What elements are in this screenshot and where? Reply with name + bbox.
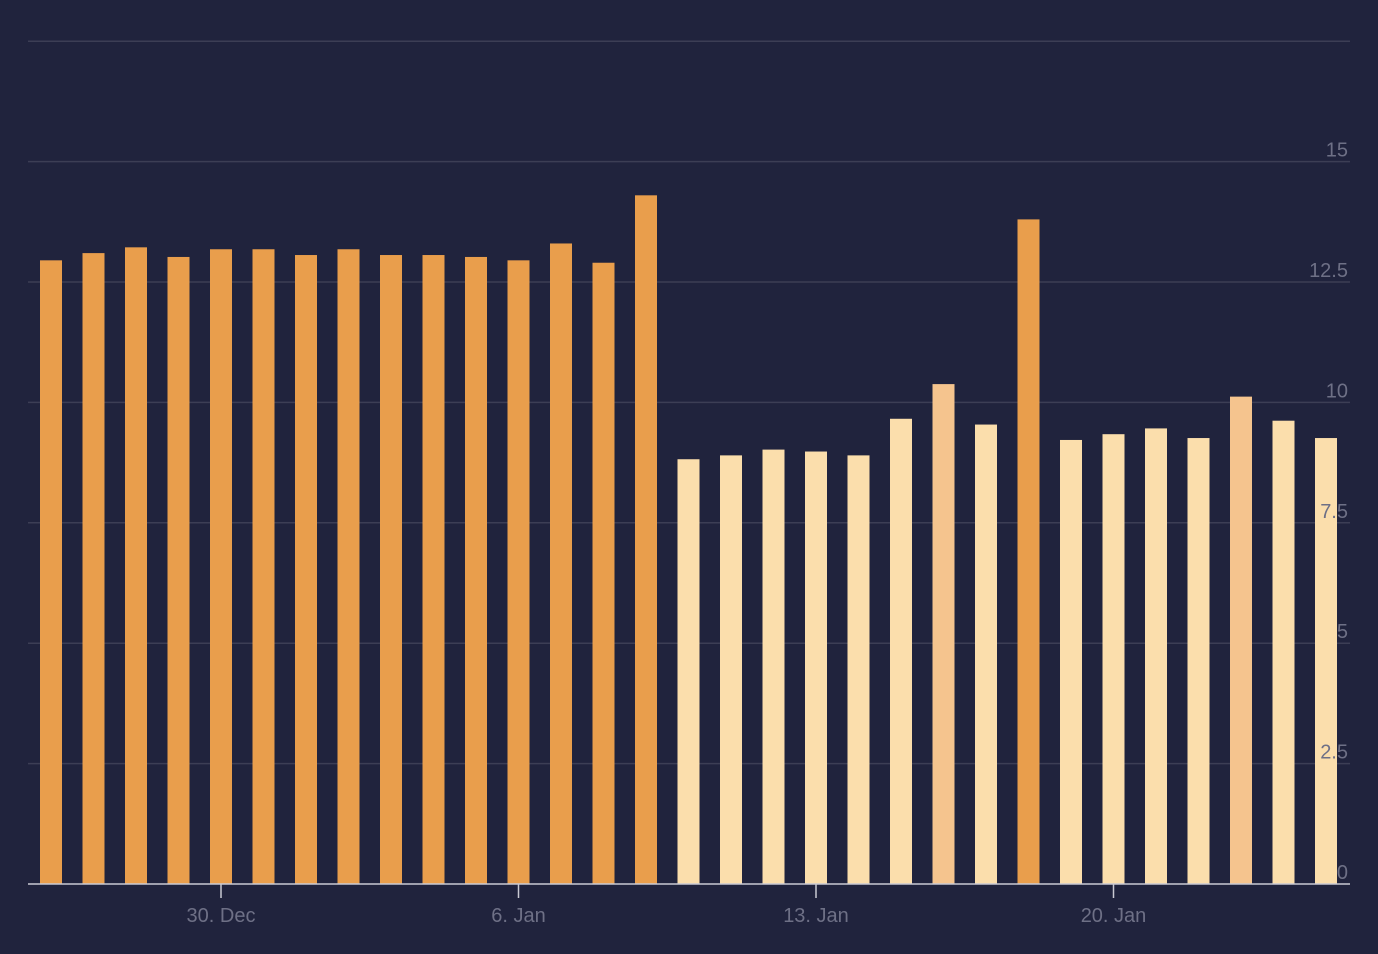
x-tick-label: 6. Jan <box>491 905 545 927</box>
bar <box>890 418 912 884</box>
y-tick-label: 2.5 <box>1320 742 1348 764</box>
bar <box>975 424 997 884</box>
bar <box>1230 396 1252 884</box>
x-tick-label: 20. Jan <box>1081 905 1147 927</box>
bar <box>1187 438 1210 884</box>
bar <box>1102 434 1125 884</box>
bar <box>210 249 232 884</box>
bar <box>677 459 700 884</box>
bar <box>1272 420 1295 884</box>
bar <box>337 249 360 884</box>
bar <box>507 260 530 884</box>
x-tick-label: 30. Dec <box>187 905 256 927</box>
bar <box>1315 438 1337 884</box>
bar <box>762 449 785 884</box>
bar <box>252 249 275 884</box>
y-tick-label: 7.5 <box>1320 501 1348 523</box>
bar <box>295 255 317 884</box>
y-tick-label: 15 <box>1326 140 1348 162</box>
bar <box>1017 219 1040 885</box>
bar <box>592 262 615 885</box>
bar <box>40 260 62 884</box>
bar <box>550 243 572 885</box>
bar <box>167 256 190 884</box>
bar <box>422 255 445 884</box>
bar <box>465 256 487 884</box>
x-axis-ticks: 30. Dec 6. Jan 13. Jan 20. Jan <box>187 884 1147 927</box>
bar <box>635 195 657 884</box>
bar <box>1145 428 1167 884</box>
bar <box>847 455 870 884</box>
y-axis-ticks: 0 2.5 5 7.5 10 12.5 15 <box>1309 140 1348 884</box>
bar <box>805 451 827 884</box>
bar <box>932 384 955 884</box>
y-tick-label: 0 <box>1337 862 1348 884</box>
bars <box>40 195 1337 885</box>
bar <box>380 255 402 884</box>
y-tick-label: 12.5 <box>1309 260 1348 282</box>
bar <box>720 455 742 884</box>
bar <box>82 253 105 884</box>
x-tick-label: 13. Jan <box>783 905 849 927</box>
bar <box>125 247 147 884</box>
bar <box>1060 439 1082 884</box>
y-tick-label: 10 <box>1326 380 1348 402</box>
y-tick-label: 5 <box>1337 621 1348 643</box>
